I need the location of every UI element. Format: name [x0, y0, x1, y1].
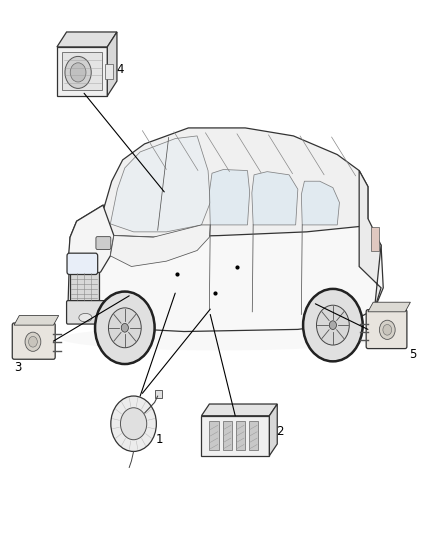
Circle shape [111, 396, 156, 451]
Circle shape [120, 408, 147, 440]
Bar [201, 416, 269, 456]
Text: 2: 2 [276, 425, 283, 438]
Circle shape [379, 320, 395, 340]
Polygon shape [68, 197, 383, 332]
Polygon shape [68, 205, 114, 280]
Bar [105, 64, 113, 79]
Circle shape [95, 292, 155, 364]
Polygon shape [301, 181, 339, 225]
FancyBboxPatch shape [12, 323, 55, 359]
Polygon shape [201, 404, 277, 416]
Polygon shape [57, 32, 117, 47]
Circle shape [383, 325, 392, 335]
Circle shape [70, 63, 86, 82]
Circle shape [303, 289, 363, 361]
Text: 5: 5 [410, 348, 417, 361]
Text: 1: 1 [155, 433, 163, 446]
Circle shape [329, 321, 336, 329]
Bar [371, 227, 379, 251]
Bar [249, 421, 258, 450]
Circle shape [25, 332, 41, 351]
Polygon shape [14, 316, 59, 325]
Bar [223, 421, 232, 450]
Polygon shape [209, 169, 250, 225]
Text: 3: 3 [14, 361, 21, 374]
Circle shape [65, 56, 91, 88]
Text: 4: 4 [116, 63, 124, 76]
Polygon shape [107, 32, 117, 96]
Bar [236, 421, 245, 450]
Ellipse shape [61, 326, 377, 351]
Bar [209, 421, 219, 450]
Circle shape [317, 305, 349, 345]
Bar [155, 390, 162, 398]
Polygon shape [99, 128, 368, 237]
Polygon shape [110, 225, 210, 266]
FancyBboxPatch shape [67, 253, 98, 274]
FancyBboxPatch shape [67, 301, 109, 324]
Bar [62, 52, 102, 90]
Polygon shape [252, 172, 298, 225]
Polygon shape [368, 302, 410, 312]
Circle shape [121, 324, 128, 332]
Polygon shape [269, 404, 277, 456]
Ellipse shape [79, 313, 92, 322]
Polygon shape [110, 136, 210, 232]
Bar [57, 47, 107, 96]
Circle shape [109, 308, 141, 348]
Circle shape [28, 336, 37, 347]
Polygon shape [359, 171, 381, 309]
FancyBboxPatch shape [96, 237, 111, 249]
Bar [70, 272, 99, 301]
FancyBboxPatch shape [366, 310, 407, 349]
